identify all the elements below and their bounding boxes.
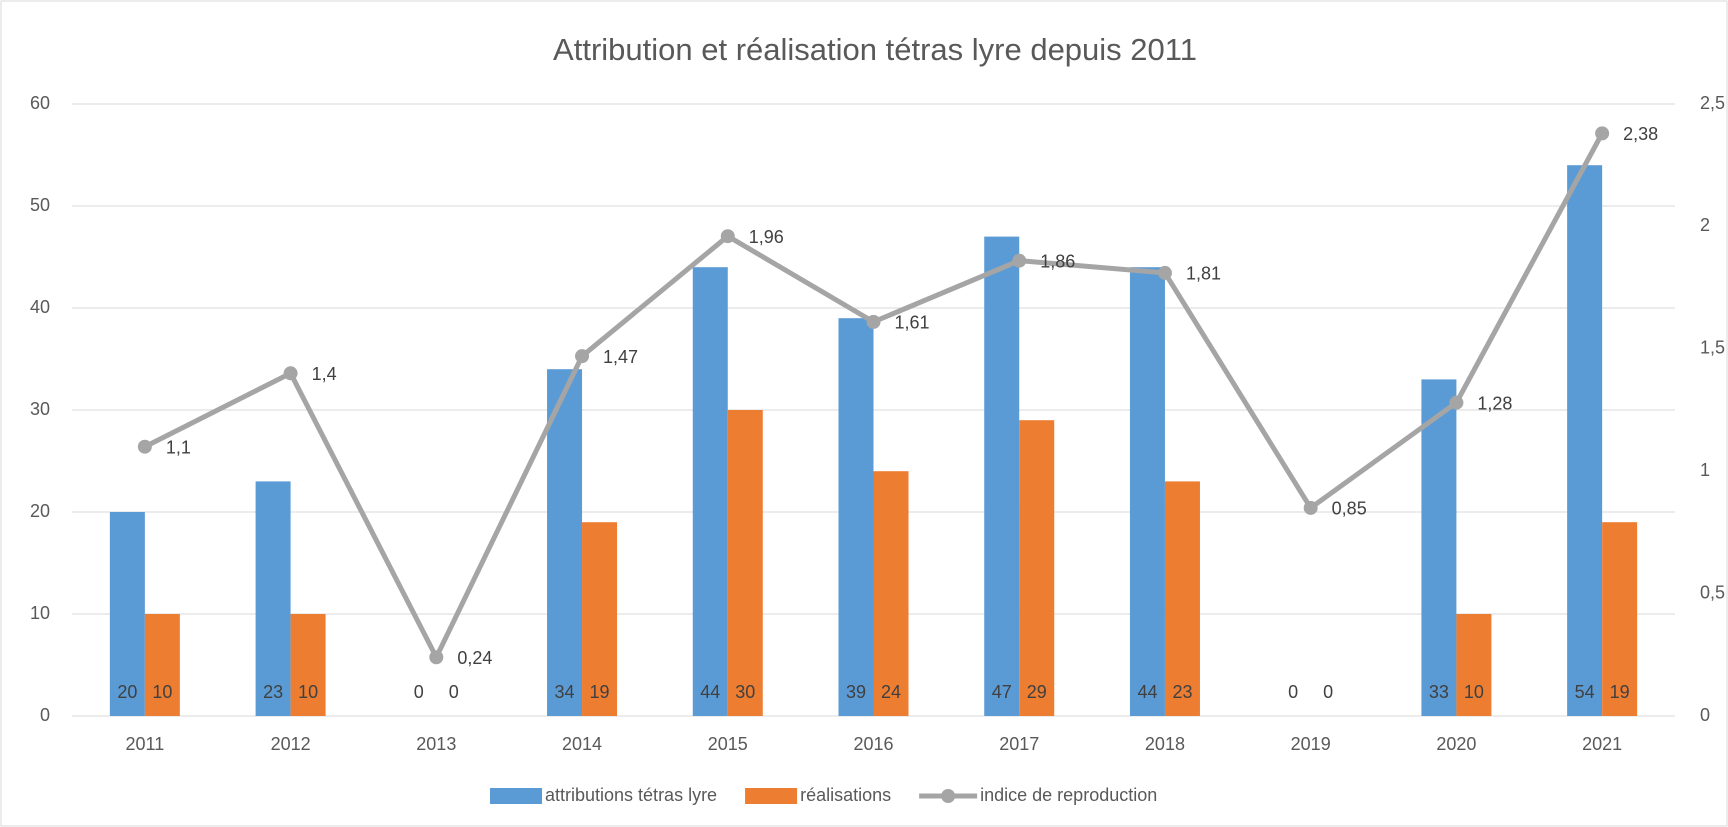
bar-value-label: 47 [992,682,1012,702]
x-tick-label: 2013 [416,734,456,754]
y-tick-label: 0 [40,705,50,725]
line-value-label: 2,38 [1623,124,1658,144]
bar [1567,165,1603,716]
bar-value-label: 0 [414,682,424,702]
bar-value-label: 33 [1429,682,1449,702]
x-tick-label: 2014 [562,734,602,754]
line-point [866,314,881,329]
bar [255,481,291,716]
x-tick-label: 2012 [271,734,311,754]
y2-tick-label: 0,5 [1700,582,1725,602]
bar-value-label: 24 [881,682,901,702]
line-point [1157,265,1172,280]
bar [838,318,874,716]
line-value-label: 1,28 [1477,393,1512,413]
bar [582,522,618,716]
y2-tick-label: 1,5 [1700,338,1725,358]
line-value-label: 1,47 [603,347,638,367]
x-tick-label: 2011 [126,734,165,754]
bar [1421,379,1457,716]
line-value-label: 1,61 [895,313,930,333]
line-point [720,229,735,244]
bar-value-label: 29 [1027,682,1047,702]
x-tick-label: 2017 [999,734,1039,754]
bar-value-label: 23 [263,682,283,702]
legend-swatch [745,788,798,804]
y-tick-label: 30 [30,399,50,419]
bar-value-label: 10 [152,682,172,702]
bar [1129,267,1165,716]
chart-title: Attribution et réalisation tétras lyre d… [553,32,1197,67]
bar-value-label: 44 [1137,682,1157,702]
bar [692,267,728,716]
y-tick-label: 50 [30,195,50,215]
y-tick-label: 60 [30,93,50,113]
line-value-label: 1,96 [749,227,784,247]
legend-label: attributions tétras lyre [545,785,717,805]
y2-tick-label: 0 [1700,705,1710,725]
line-point [1595,126,1610,141]
x-tick-label: 2021 [1582,734,1622,754]
bar-value-label: 44 [700,682,720,702]
legend-swatch [941,789,956,803]
x-tick-label: 2020 [1436,734,1476,754]
y2-tick-label: 1 [1700,460,1710,480]
legend-swatch [490,788,542,804]
line-value-label: 1,86 [1040,251,1075,271]
bar-value-label: 20 [117,682,137,702]
line-point [1303,500,1318,515]
bar-value-label: 39 [846,682,866,702]
bar-value-label: 23 [1172,682,1192,702]
bar-value-label: 34 [555,682,575,702]
line-point [283,366,298,381]
bar [1602,522,1638,716]
line-point [1012,253,1027,268]
line-point [429,650,444,665]
y2-tick-label: 2 [1700,215,1710,235]
y-tick-label: 10 [30,603,50,623]
line-value-label: 1,81 [1186,264,1221,284]
bar [1164,481,1200,716]
bar-value-label: 30 [735,682,755,702]
bar-value-label: 0 [449,682,459,702]
bar [547,369,583,716]
bar-value-label: 10 [1464,682,1484,702]
x-tick-label: 2019 [1291,734,1331,754]
line-value-label: 0,85 [1332,499,1367,519]
y-tick-label: 20 [30,501,50,521]
bar-value-label: 0 [1288,682,1298,702]
x-tick-label: 2016 [853,734,893,754]
bar [984,236,1020,716]
bar [290,614,326,716]
line-point [1449,395,1464,410]
bar-value-label: 54 [1575,682,1595,702]
line-point [137,439,152,454]
bar [109,512,145,716]
bar [144,614,180,716]
y-tick-label: 40 [30,297,50,317]
bar [727,410,763,716]
bar-value-label: 0 [1323,682,1333,702]
bar [873,471,909,716]
x-tick-label: 2015 [708,734,748,754]
legend-label: indice de reproduction [980,785,1157,805]
line-value-label: 1,4 [312,364,337,384]
bar [1456,614,1492,716]
bar-value-label: 19 [590,682,610,702]
line-value-label: 1,1 [166,437,191,457]
bar-value-label: 19 [1610,682,1630,702]
bar-value-label: 10 [298,682,318,702]
y2-tick-label: 2,5 [1700,93,1725,113]
bar [1019,420,1055,716]
line-point [575,349,590,364]
line-value-label: 0,24 [457,648,492,668]
legend-label: réalisations [800,785,891,805]
x-tick-label: 2018 [1145,734,1185,754]
